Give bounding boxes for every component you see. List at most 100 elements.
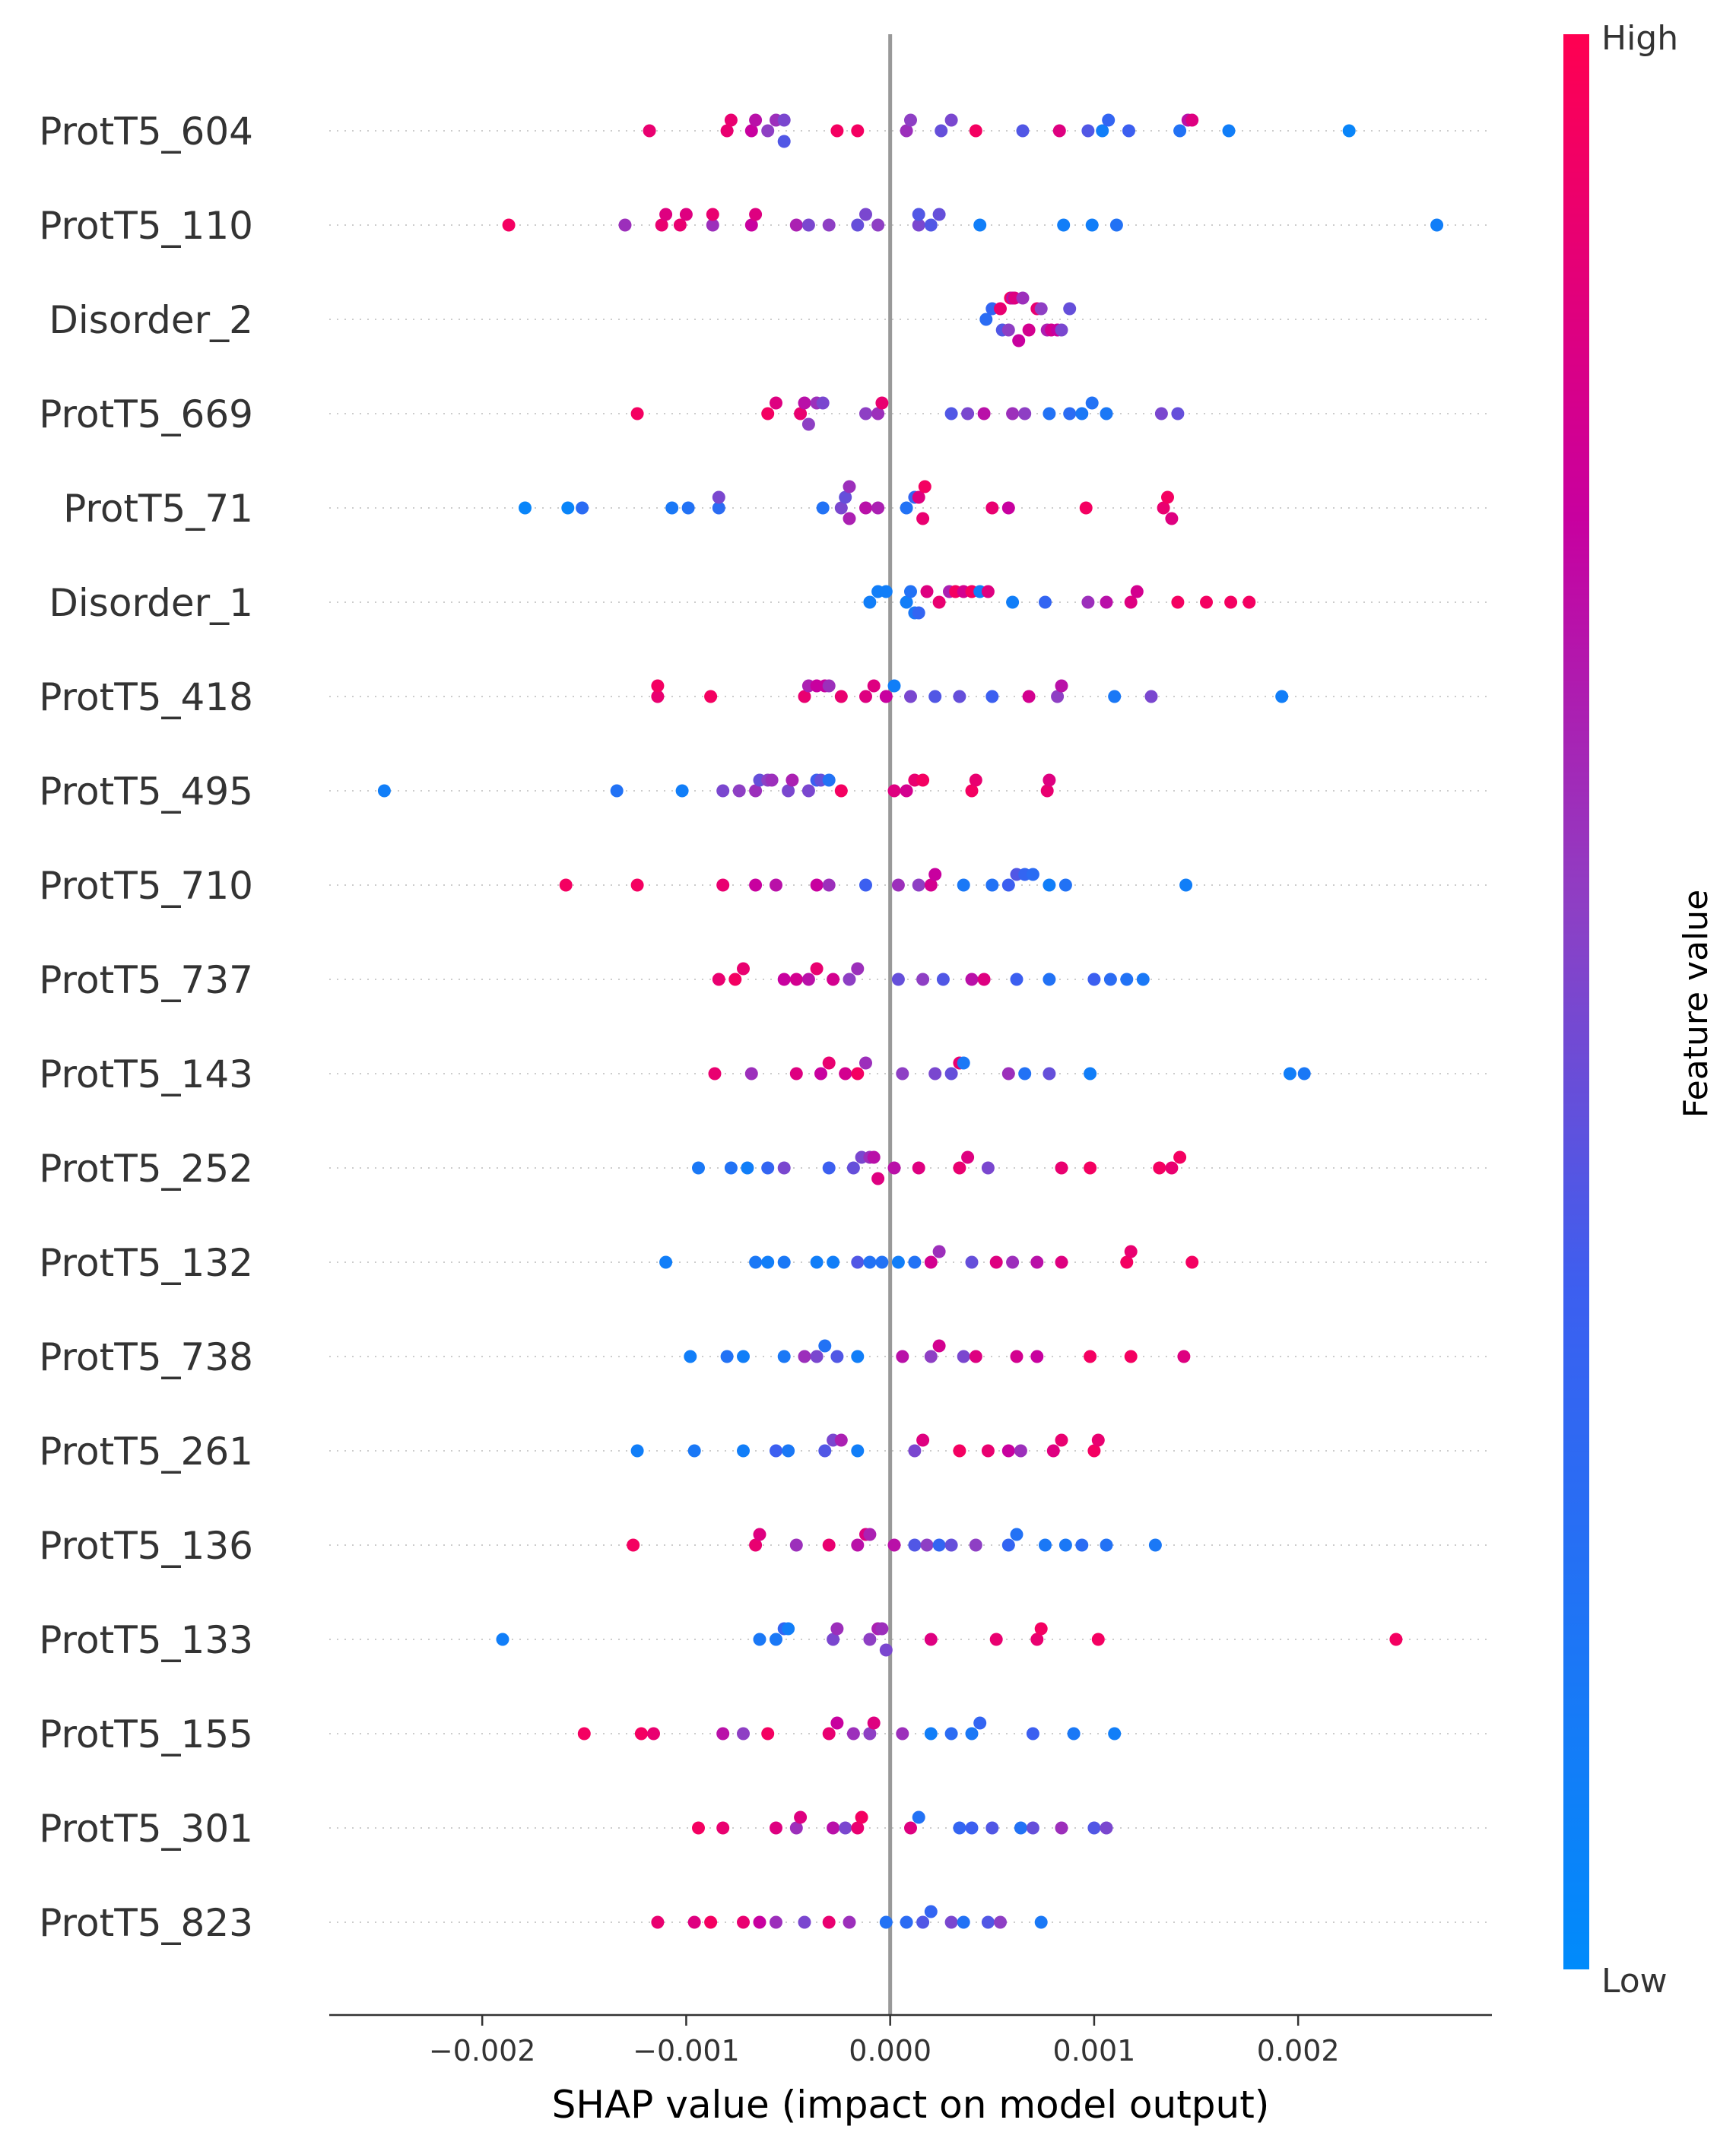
- data-point: [834, 784, 848, 798]
- data-point: [770, 1444, 782, 1458]
- colorbar-low-label: Low: [1601, 1962, 1668, 2001]
- data-point: [1034, 1915, 1048, 1929]
- data-point: [916, 512, 930, 525]
- data-point: [749, 1255, 763, 1269]
- data-point: [827, 1821, 840, 1835]
- feature-label: ProtT5_155: [39, 1712, 253, 1756]
- colorbar-title: Feature value: [1677, 890, 1715, 1118]
- data-point: [798, 690, 811, 703]
- data-point: [944, 1067, 958, 1081]
- data-point: [651, 1915, 665, 1929]
- data-point: [1100, 407, 1113, 420]
- data-point: [965, 784, 979, 798]
- data-point: [496, 1633, 509, 1646]
- data-point: [900, 501, 913, 515]
- data-point: [1124, 595, 1138, 609]
- data-point: [822, 679, 836, 693]
- feature-label: ProtT5_110: [39, 204, 253, 248]
- data-point: [728, 973, 742, 986]
- data-point: [761, 124, 775, 138]
- feature-label: ProtT5_301: [39, 1807, 253, 1851]
- data-point: [912, 218, 925, 232]
- data-point: [863, 1633, 877, 1646]
- data-point: [834, 690, 848, 703]
- x-ticks: −0.002 −0.001 0.000 0.001 0.002: [429, 2015, 1340, 2067]
- data-point: [879, 690, 893, 703]
- data-point: [908, 1444, 922, 1458]
- feature-label: ProtT5_418: [39, 675, 253, 719]
- data-point: [932, 1538, 946, 1552]
- data-point: [924, 878, 938, 892]
- data-point: [1043, 407, 1056, 420]
- data-point: [706, 218, 719, 232]
- data-point: [830, 1350, 844, 1363]
- data-point: [651, 690, 665, 703]
- data-point: [1084, 1161, 1097, 1175]
- data-point: [994, 302, 1007, 316]
- data-point: [801, 417, 815, 431]
- data-point: [977, 973, 991, 986]
- row-guides: [329, 130, 1492, 1923]
- feature-label: Disorder_1: [49, 581, 253, 625]
- data-point: [720, 1350, 734, 1363]
- data-point: [867, 679, 881, 693]
- data-point: [1085, 218, 1099, 232]
- data-point: [816, 396, 830, 410]
- data-point: [749, 208, 763, 221]
- data-point: [957, 1350, 970, 1363]
- data-point: [863, 1528, 877, 1541]
- data-point: [904, 690, 917, 703]
- data-point: [737, 1915, 750, 1929]
- data-point: [896, 1350, 909, 1363]
- data-point: [969, 773, 982, 787]
- data-point: [1001, 1444, 1015, 1458]
- data-point: [749, 878, 763, 892]
- data-point: [973, 1716, 987, 1730]
- data-point: [863, 1255, 877, 1269]
- feature-label: ProtT5_823: [39, 1901, 253, 1945]
- data-point: [777, 1350, 791, 1363]
- feature-label: Disorder_2: [49, 298, 253, 342]
- data-point: [944, 1538, 958, 1552]
- data-point: [896, 1727, 909, 1741]
- data-point: [1034, 302, 1048, 316]
- data-point: [887, 1538, 901, 1552]
- data-point: [801, 784, 815, 798]
- data-point: [810, 1255, 824, 1269]
- data-point: [1075, 1538, 1089, 1552]
- data-point: [1165, 512, 1179, 525]
- data-point: [957, 1915, 970, 1929]
- data-point: [1058, 878, 1072, 892]
- data-point: [789, 1821, 803, 1835]
- data-point: [1171, 407, 1185, 420]
- data-point: [875, 1255, 889, 1269]
- data-point: [712, 973, 725, 986]
- feature-label: ProtT5_136: [39, 1524, 253, 1568]
- data-point: [643, 124, 656, 138]
- data-point: [655, 218, 668, 232]
- data-point: [896, 1067, 909, 1081]
- data-point: [704, 1915, 718, 1929]
- data-point: [1010, 1350, 1024, 1363]
- data-point: [961, 1150, 975, 1164]
- data-point: [798, 1350, 811, 1363]
- data-point: [801, 973, 815, 986]
- data-point: [985, 690, 999, 703]
- data-point: [810, 878, 824, 892]
- data-point: [1430, 218, 1444, 232]
- data-point: [900, 784, 913, 798]
- data-point: [761, 1727, 775, 1741]
- data-point: [744, 218, 758, 232]
- data-point: [961, 407, 975, 420]
- data-point: [1109, 218, 1123, 232]
- data-point: [647, 1727, 660, 1741]
- data-point: [920, 585, 934, 598]
- data-point: [1179, 878, 1193, 892]
- data-point: [830, 1716, 844, 1730]
- data-point: [846, 1727, 860, 1741]
- data-point: [1010, 973, 1024, 986]
- data-point: [924, 218, 938, 232]
- data-point: [891, 973, 905, 986]
- data-point: [879, 1643, 893, 1657]
